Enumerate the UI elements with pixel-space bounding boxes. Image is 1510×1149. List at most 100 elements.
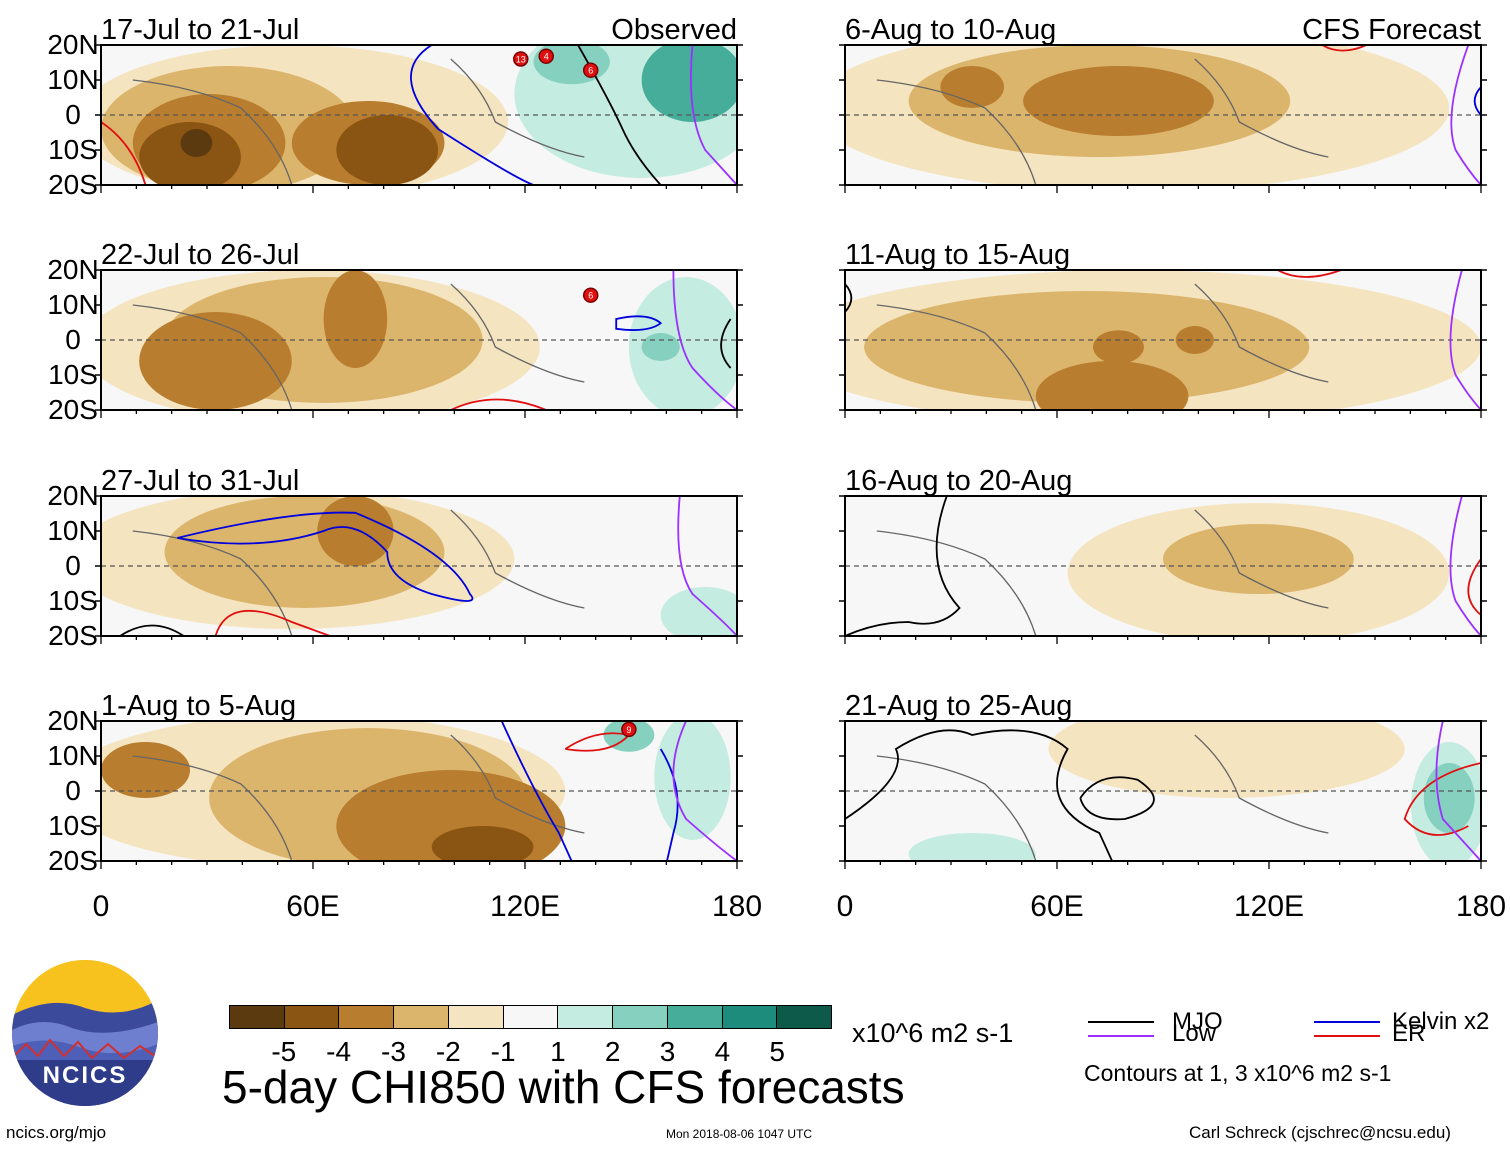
panel-date-label: 6-Aug to 10-Aug — [845, 14, 1056, 46]
anomaly-shading — [1093, 330, 1144, 364]
panel-date-label: 17-Jul to 21-Jul — [101, 14, 299, 46]
colorbar-tick-label: -1 — [490, 1036, 516, 1067]
lon-label: 0 — [837, 890, 854, 923]
legend-er-label: ER — [1392, 1020, 1426, 1047]
wave-contour — [720, 318, 732, 369]
anomaly-shading — [1048, 721, 1405, 798]
panel-content — [845, 721, 1481, 861]
lat-label: 10S — [48, 134, 98, 165]
coastline — [450, 58, 585, 158]
anomaly-shading — [641, 333, 680, 361]
lat-label: 20S — [48, 845, 98, 876]
coastline — [132, 755, 293, 861]
map-panel: 21-Aug to 25-Aug — [839, 690, 1487, 869]
ncics-logo-art — [12, 960, 158, 1106]
colorbar-swatch — [448, 1006, 504, 1028]
anomaly-shading — [336, 770, 566, 861]
panel-content — [101, 45, 737, 185]
storm-number: 6 — [588, 291, 593, 301]
anomaly-shading — [323, 270, 388, 368]
wave-contour — [101, 121, 147, 185]
wave-contour — [659, 748, 679, 861]
lat-label: 20S — [48, 620, 98, 651]
colorbar-tick-label: 1 — [550, 1036, 566, 1067]
wave-contour — [1450, 45, 1481, 185]
coastline — [876, 304, 1037, 410]
panel-content — [101, 270, 737, 410]
coastline — [450, 734, 585, 834]
tropical-storm-icon — [513, 51, 529, 67]
wave-contour — [1473, 86, 1481, 116]
lon-label: 120E — [1234, 890, 1304, 923]
lat-label: 0 — [65, 99, 81, 130]
coastline — [1194, 283, 1329, 383]
wave-contour — [845, 283, 853, 313]
storm-number: 9 — [626, 725, 631, 735]
colorbar-tick-label: -4 — [326, 1036, 352, 1067]
author-credit: Carl Schreck (cjschrec@ncsu.edu) — [1189, 1123, 1451, 1142]
wave-contour — [672, 721, 737, 861]
wave-contour — [615, 315, 663, 331]
panel-date-label: 11-Aug to 15-Aug — [845, 239, 1070, 271]
colorbar-tick-label: 5 — [769, 1036, 785, 1067]
colorbar-swatch — [230, 1006, 285, 1028]
tropical-storm-icon — [621, 721, 637, 738]
coastline — [1194, 509, 1329, 609]
panel-date-label: 27-Jul to 31-Jul — [101, 465, 299, 497]
anomaly-shading — [1163, 524, 1354, 594]
anomaly-shading — [864, 291, 1310, 403]
lon-label: 0 — [93, 890, 110, 923]
ncics-logo: NCICS — [12, 960, 158, 1106]
panel-type-label: Observed — [611, 14, 737, 46]
colorbar-tick-label: 4 — [714, 1036, 731, 1067]
lat-label: 10N — [47, 289, 98, 320]
coastline — [876, 530, 1037, 636]
anomaly-shading — [641, 45, 737, 122]
coastline — [132, 530, 293, 636]
lon-label: 120E — [490, 890, 560, 923]
coastline — [876, 79, 1037, 185]
wave-contour — [690, 45, 737, 185]
panel-date-label: 22-Jul to 26-Jul — [101, 239, 299, 271]
coastline — [132, 304, 293, 410]
wave-contour — [214, 609, 331, 636]
legend-er-line — [1314, 1035, 1380, 1037]
anomaly-shading — [660, 587, 737, 636]
legend-contours-note: Contours at 1, 3 x10^6 m2 s-1 — [1084, 1060, 1392, 1086]
legend-low-label: Low — [1172, 1020, 1217, 1047]
lat-label: 10N — [47, 515, 98, 546]
maps-figure: 17-Jul to 21-Jul Observed20N10N010S20S22-… — [47, 14, 1506, 923]
wave-contour — [500, 721, 573, 861]
anomaly-shading — [180, 129, 213, 157]
logo-text: NCICS — [42, 1062, 128, 1089]
colorbar-swatch — [339, 1006, 395, 1028]
legend-kelvin-line — [1314, 1021, 1380, 1023]
coastline — [450, 509, 585, 609]
panel-content — [845, 496, 1481, 636]
colorbar-swatch — [777, 1006, 832, 1028]
timestamp: Mon 2018-08-06 1047 UTC — [666, 1127, 813, 1141]
wave-contour — [1403, 762, 1481, 836]
lat-label: 10S — [48, 810, 98, 841]
anomaly-shading — [1035, 361, 1189, 410]
colorbar-tick-label: -2 — [435, 1036, 461, 1067]
panel-date-label: 16-Aug to 20-Aug — [845, 465, 1072, 497]
colorbar-swatch — [558, 1006, 614, 1028]
coastline — [1194, 734, 1329, 834]
wave-contour — [1321, 45, 1367, 52]
anomaly-shading — [628, 277, 737, 410]
lat-label: 20S — [48, 394, 98, 425]
wave-contour — [1467, 558, 1481, 616]
wave-contour — [1079, 776, 1155, 821]
tropical-storm-icon — [582, 62, 599, 78]
website-url: ncics.org/mjo — [6, 1123, 107, 1142]
lon-label: 180 — [712, 890, 762, 923]
coastline — [450, 283, 585, 383]
colorbar-swatch — [667, 1006, 723, 1028]
panel-type-label: CFS Forecast — [1302, 14, 1481, 46]
wave-contour — [677, 496, 737, 636]
lat-label: 20N — [47, 705, 98, 736]
wave-contour — [119, 624, 185, 636]
